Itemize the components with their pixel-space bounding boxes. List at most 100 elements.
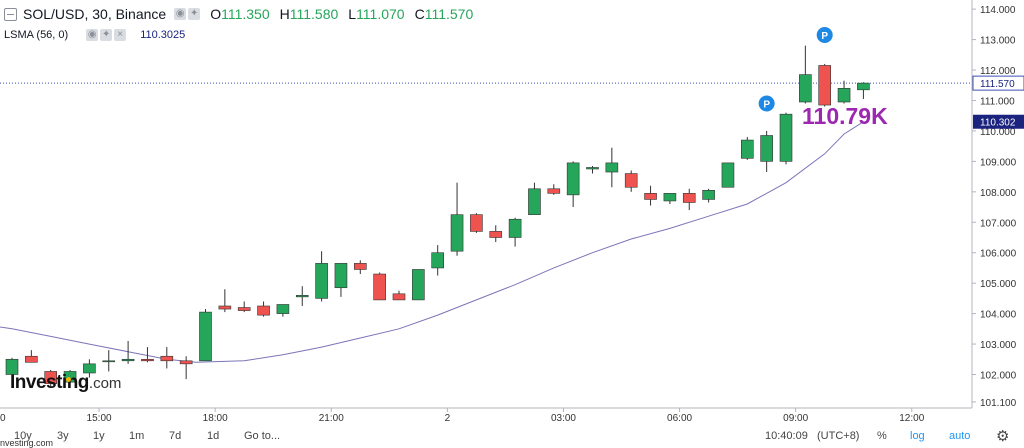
candle-body [760,135,773,162]
logo-suffix: .com [88,375,122,392]
candle-body [121,358,135,362]
range-3y-button[interactable]: 3y [57,430,69,442]
y-tick-label: 110.000 [980,127,1016,138]
candle-body [721,162,735,188]
candle-body [160,355,174,362]
candle-body [644,193,657,200]
candle-body [237,307,251,311]
candle-body [547,188,561,194]
last-price-tag [972,75,1024,91]
candle-body [83,363,96,374]
y-tick-label: 105.000 [980,279,1017,290]
low-value: 111.070 [356,6,405,22]
y-tick-label: 109.000 [980,157,1017,168]
candle-body [818,65,832,106]
candle-body [295,295,309,298]
eye-icon[interactable]: ◉ [174,8,187,20]
candle-body [508,218,522,238]
y-tick-label: 104.000 [980,310,1017,321]
candle-body [489,231,503,238]
range-10y-button[interactable]: 10y [14,430,32,442]
candle-body [257,305,270,316]
candle-body [199,311,212,362]
candle-body [5,358,19,375]
range-1y-button[interactable]: 1y [93,430,105,442]
close-label: C [414,6,425,22]
clock-time: 10:40:09 [765,430,808,442]
candle-body [334,263,348,289]
candle-body [373,273,386,301]
last-price-label: 111.570 [980,79,1015,90]
candle-body [663,193,677,202]
event-marker [816,27,833,44]
range-1m-button[interactable]: 1m [129,430,145,442]
eye-icon[interactable]: ◉ [86,29,99,41]
candle-body [799,74,812,103]
candle-body [141,358,154,362]
range-1d-button[interactable]: 1d [207,430,220,442]
logo-dot-icon [66,377,71,382]
candle-body [315,263,328,299]
source-note: nvesting.com [0,438,54,448]
y-tick-label: 101.100 [980,398,1017,409]
indicator-tag-label: 110.302 [980,118,1016,129]
high-label: H [279,6,290,22]
close-icon[interactable]: × [114,29,127,41]
candle-body [63,371,77,383]
y-tick-label: 114.000 [980,5,1016,16]
x-tick-label: 21:00 [319,413,344,424]
candle-body [586,167,599,170]
x-tick-label: 06:00 [667,413,692,424]
legend-indicator-row: LSMA (56, 0) ◉ ✦ × 110.3025 [4,29,185,41]
candle-body [450,214,464,252]
goto-button[interactable]: Go to... [244,430,281,442]
y-tick-label: 103.000 [980,340,1017,351]
x-tick-label: 15:00 [87,413,112,424]
legend-controls: ◉ ✦ [174,8,201,20]
price-annotation: 110.79K [802,103,888,129]
candle-body [44,371,58,384]
log-toggle[interactable]: log [910,430,925,442]
y-tick-label: 108.000 [980,188,1017,199]
candle-body [392,293,406,301]
y-tick-label: 106.000 [980,249,1017,260]
candle-body [218,305,232,310]
event-marker-label: P [821,31,828,42]
settings-small-icon[interactable]: ✦ [188,8,201,20]
open-value: 111.350 [221,6,270,22]
high-value: 111.580 [289,6,339,22]
settings-small-icon[interactable]: ✦ [100,29,113,41]
y-tick-label: 113.000 [980,36,1016,47]
candle-body [605,162,619,173]
open-label: O [210,6,222,22]
x-tick-label: 18:00 [203,413,228,424]
range-7d-button[interactable]: 7d [169,430,182,442]
candle-body [470,214,483,232]
x-tick-label: 0 [0,413,6,424]
percent-toggle[interactable]: % [877,430,887,442]
lsma-line [0,121,864,363]
bottom-toolbar: 10y 3y 1y 1m 7d 1d Go to... 10:40:09 (UT… [0,424,1024,447]
collapse-legend-icon[interactable] [4,7,17,21]
candle-body [25,355,38,363]
candle-body [566,162,580,196]
indicator-controls: ◉ ✦ × [86,29,127,41]
indicator-tag [973,114,1024,129]
symbol-title: SOL/USD, 30, Binance [23,6,167,22]
x-tick-label: 2 [445,413,451,424]
gear-icon[interactable]: ⚙ [996,428,1010,445]
logo-brand: Investing [10,372,89,393]
y-tick-label: 112.000 [980,66,1016,77]
auto-toggle[interactable]: auto [949,430,971,442]
indicator-value: 110.3025 [140,29,186,41]
candle-body [682,193,696,203]
candle-body [431,252,445,269]
timezone-button[interactable]: (UTC+8) [817,430,860,442]
y-tick-label: 107.000 [980,218,1017,229]
x-tick-label: 09:00 [783,413,808,424]
event-marker-label: P [763,100,770,111]
low-label: L [348,6,357,22]
candle-body [276,304,290,314]
x-tick-label: 03:00 [551,413,576,424]
